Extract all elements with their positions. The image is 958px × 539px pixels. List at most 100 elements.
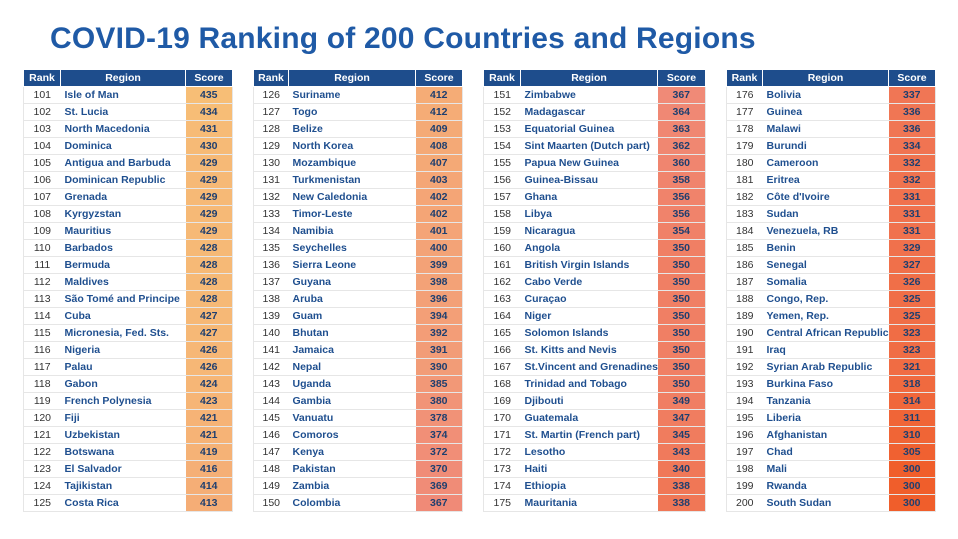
region-cell: Venezuela, RB — [762, 222, 889, 240]
score-cell: 318 — [888, 375, 936, 393]
rank-cell: 177 — [726, 103, 763, 121]
table-row: 194 Tanzania 314 — [726, 392, 936, 410]
rank-cell: 107 — [23, 188, 61, 206]
score-cell: 350 — [657, 256, 706, 274]
rank-cell: 106 — [23, 171, 61, 189]
region-cell: Guam — [288, 307, 416, 325]
rank-cell: 140 — [253, 324, 289, 342]
table-row: 186 Senegal 327 — [726, 256, 936, 274]
rank-cell: 158 — [483, 205, 521, 223]
rank-cell: 104 — [23, 137, 61, 155]
score-cell: 409 — [415, 120, 463, 138]
rank-cell: 197 — [726, 443, 763, 461]
rank-cell: 194 — [726, 392, 763, 410]
region-cell: Congo, Rep. — [762, 290, 889, 308]
table-row: 200 South Sudan 300 — [726, 494, 936, 512]
score-cell: 331 — [888, 222, 936, 240]
score-cell: 364 — [657, 103, 706, 121]
table-row: 122 Botswana 419 — [23, 443, 233, 461]
table-row: 182 Côte d'Ivoire 331 — [726, 188, 936, 206]
score-cell: 429 — [185, 154, 233, 172]
table-row: 108 Kyrgyzstan 429 — [23, 205, 233, 223]
region-cell: St. Lucia — [60, 103, 186, 121]
score-cell: 414 — [185, 477, 233, 495]
score-cell: 350 — [657, 358, 706, 376]
rank-cell: 124 — [23, 477, 61, 495]
region-cell: Timor-Leste — [288, 205, 416, 223]
table-row: 121 Uzbekistan 421 — [23, 426, 233, 444]
region-cell: Solomon Islands — [520, 324, 658, 342]
score-header: Score — [185, 69, 233, 87]
table-row: 198 Mali 300 — [726, 460, 936, 478]
region-cell: Syrian Arab Republic — [762, 358, 889, 376]
region-header: Region — [762, 69, 889, 87]
table-row: 172 Lesotho 343 — [483, 443, 706, 461]
rank-cell: 193 — [726, 375, 763, 393]
rank-cell: 116 — [23, 341, 61, 359]
rank-cell: 172 — [483, 443, 521, 461]
score-cell: 332 — [888, 171, 936, 189]
rank-cell: 154 — [483, 137, 521, 155]
score-cell: 305 — [888, 443, 936, 461]
rank-header: Rank — [483, 69, 521, 87]
region-cell: Ghana — [520, 188, 658, 206]
ranking-table-4: Rank Region Score 176 Bolivia 337 177 Guinea… — [726, 69, 936, 512]
region-header: Region — [520, 69, 658, 87]
region-cell: Somalia — [762, 273, 889, 291]
score-cell: 392 — [415, 324, 463, 342]
table-row: 165 Solomon Islands 350 — [483, 324, 706, 342]
score-cell: 358 — [657, 171, 706, 189]
rank-cell: 166 — [483, 341, 521, 359]
region-cell: Benin — [762, 239, 889, 257]
table-row: 160 Angola 350 — [483, 239, 706, 257]
score-cell: 300 — [888, 477, 936, 495]
score-cell: 380 — [415, 392, 463, 410]
region-cell: Nepal — [288, 358, 416, 376]
region-cell: Botswana — [60, 443, 186, 461]
rank-cell: 120 — [23, 409, 61, 427]
table-row: 180 Cameroon 332 — [726, 154, 936, 172]
score-cell: 424 — [185, 375, 233, 393]
table-row: 166 St. Kitts and Nevis 350 — [483, 341, 706, 359]
table-row: 154 Sint Maarten (Dutch part) 362 — [483, 137, 706, 155]
table-row: 123 El Salvador 416 — [23, 460, 233, 478]
score-cell: 331 — [888, 188, 936, 206]
table-row: 124 Tajikistan 414 — [23, 477, 233, 495]
region-cell: Suriname — [288, 86, 416, 104]
table-row: 140 Bhutan 392 — [253, 324, 463, 342]
rank-cell: 129 — [253, 137, 289, 155]
region-cell: Grenada — [60, 188, 186, 206]
rank-cell: 134 — [253, 222, 289, 240]
ranking-table-2: Rank Region Score 126 Suriname 412 127 Togo 4… — [253, 69, 463, 512]
rank-cell: 181 — [726, 171, 763, 189]
rank-cell: 113 — [23, 290, 61, 308]
rank-cell: 147 — [253, 443, 289, 461]
table-row: 150 Colombia 367 — [253, 494, 463, 512]
rank-cell: 153 — [483, 120, 521, 138]
region-cell: Micronesia, Fed. Sts. — [60, 324, 186, 342]
table-row: 130 Mozambique 407 — [253, 154, 463, 172]
table-row: 174 Ethiopia 338 — [483, 477, 706, 495]
score-cell: 367 — [415, 494, 463, 512]
region-cell: St. Martin (French part) — [520, 426, 658, 444]
table-row: 102 St. Lucia 434 — [23, 103, 233, 121]
score-cell: 413 — [185, 494, 233, 512]
region-cell: British Virgin Islands — [520, 256, 658, 274]
rank-cell: 130 — [253, 154, 289, 172]
region-cell: Eritrea — [762, 171, 889, 189]
rank-cell: 167 — [483, 358, 521, 376]
region-cell: Madagascar — [520, 103, 658, 121]
region-cell: Tanzania — [762, 392, 889, 410]
score-cell: 426 — [185, 341, 233, 359]
score-cell: 350 — [657, 273, 706, 291]
table-row: 191 Iraq 323 — [726, 341, 936, 359]
table-row: 188 Congo, Rep. 325 — [726, 290, 936, 308]
score-cell: 378 — [415, 409, 463, 427]
score-cell: 427 — [185, 307, 233, 325]
region-cell: Senegal — [762, 256, 889, 274]
score-cell: 367 — [657, 86, 706, 104]
score-cell: 354 — [657, 222, 706, 240]
rank-cell: 173 — [483, 460, 521, 478]
table-row: 145 Vanuatu 378 — [253, 409, 463, 427]
score-cell: 428 — [185, 256, 233, 274]
